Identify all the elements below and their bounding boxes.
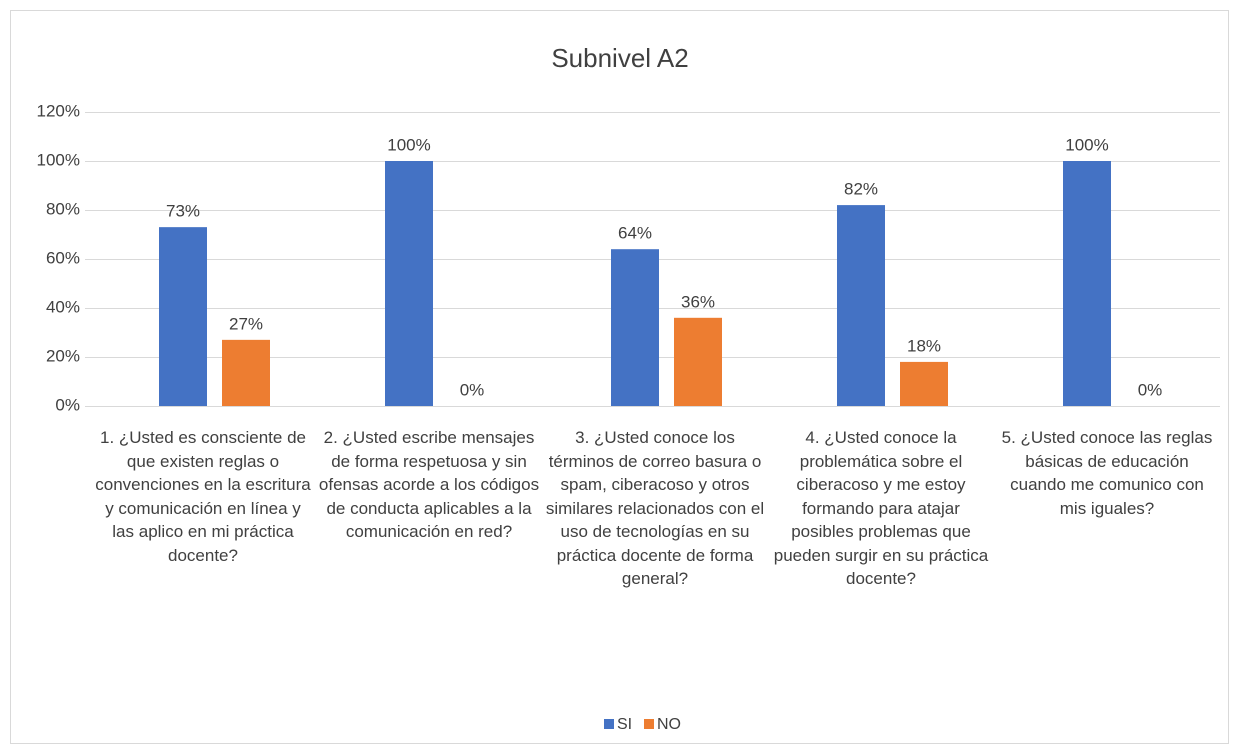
legend-label: NO (657, 716, 681, 733)
data-label: 0% (1138, 380, 1163, 399)
y-tick-label: 0% (55, 395, 80, 414)
legend-swatch (644, 719, 654, 729)
legend-label: SI (617, 716, 632, 733)
x-tick-label: 1. ¿Usted es consciente de que existen r… (95, 428, 311, 565)
chart-title: Subnivel A2 (551, 43, 688, 73)
data-label: 100% (1065, 135, 1108, 154)
data-label: 73% (166, 202, 200, 221)
y-tick-label: 120% (37, 101, 80, 120)
data-label: 0% (460, 380, 485, 399)
x-tick-label: 4. ¿Usted conoce la problemática sobre e… (773, 428, 989, 588)
data-label: 36% (681, 292, 715, 311)
x-tick-label: 5. ¿Usted conoce las reglas básicas de e… (1001, 428, 1213, 518)
bar (159, 227, 207, 406)
y-tick-label: 60% (46, 248, 80, 267)
legend-swatch (604, 719, 614, 729)
data-label: 100% (387, 135, 430, 154)
y-tick-label: 20% (46, 346, 80, 365)
bar (674, 317, 722, 406)
x-tick-label: 2. ¿Usted escribe mensajes de forma resp… (318, 428, 540, 541)
data-label: 18% (907, 336, 941, 355)
x-tick-label: 3. ¿Usted conoce los términos de correo … (545, 428, 765, 588)
bar (222, 339, 270, 406)
y-tick-label: 40% (46, 297, 80, 316)
data-label: 27% (229, 314, 263, 333)
bar (611, 249, 659, 406)
bar (385, 161, 433, 406)
bar (900, 361, 948, 406)
y-tick-label: 80% (46, 199, 80, 218)
y-tick-label: 100% (37, 150, 80, 169)
bar (837, 205, 885, 406)
bar (1063, 161, 1111, 406)
data-label: 82% (844, 180, 878, 199)
data-label: 64% (618, 224, 652, 243)
